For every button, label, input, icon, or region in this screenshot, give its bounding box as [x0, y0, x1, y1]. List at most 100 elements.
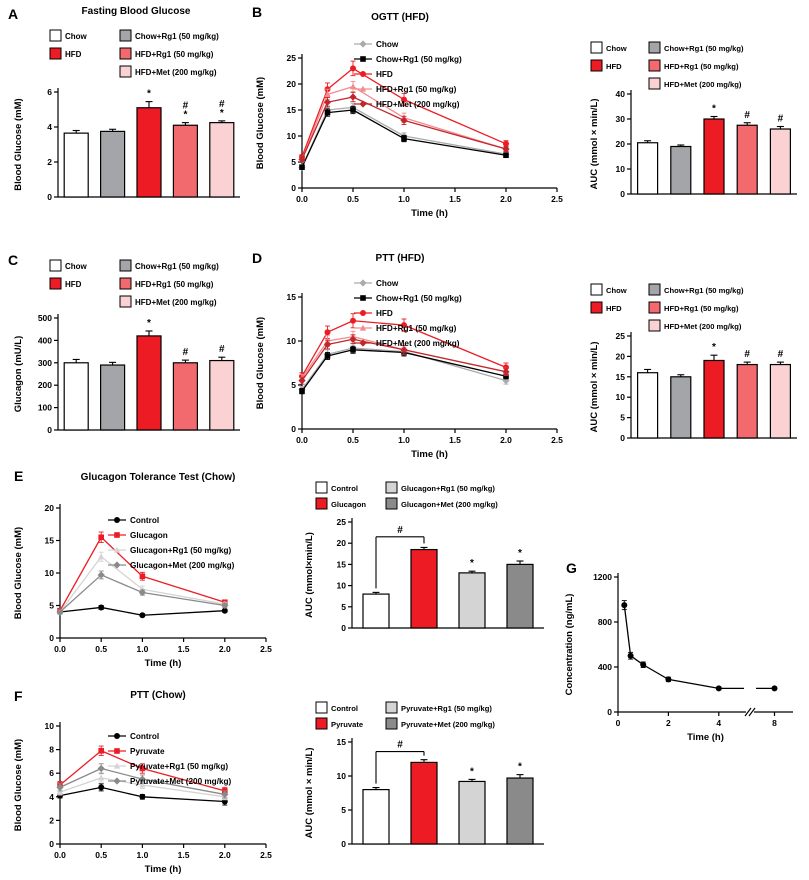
panel-letter-e: E — [14, 468, 24, 484]
svg-text:Glucagon Tolerance Test (Chow): Glucagon Tolerance Test (Chow) — [81, 472, 236, 483]
svg-text:HFD+Rg1 (50 mg/kg): HFD+Rg1 (50 mg/kg) — [135, 280, 214, 289]
svg-text:0: 0 — [47, 192, 52, 202]
svg-text:4: 4 — [47, 122, 52, 132]
svg-text:0.5: 0.5 — [95, 644, 107, 654]
svg-text:*: * — [183, 110, 187, 121]
chart-glucagon-tolerance-auc: Control Glucagon Glucagon+Rg1 (50 mg/kg) Gl… — [300, 470, 565, 665]
svg-text:0.0: 0.0 — [54, 850, 66, 860]
svg-text:10: 10 — [337, 771, 347, 781]
svg-text:2.0: 2.0 — [219, 644, 231, 654]
svg-text:10: 10 — [287, 336, 297, 346]
svg-text:4: 4 — [716, 718, 721, 728]
svg-text:#: # — [397, 525, 403, 536]
svg-text:OGTT (HFD): OGTT (HFD) — [371, 12, 429, 23]
svg-text:Blood Glucose (mM): Blood Glucose (mM) — [13, 527, 24, 619]
panel-letter-f: F — [14, 688, 23, 704]
svg-text:10: 10 — [616, 164, 626, 174]
svg-text:HFD+Rg1 (50 mg/kg): HFD+Rg1 (50 mg/kg) — [664, 304, 739, 313]
svg-text:10: 10 — [45, 568, 55, 578]
svg-text:HFD+Met (200 mg/kg): HFD+Met (200 mg/kg) — [376, 339, 460, 348]
chart-svg-E_line: Glucagon Tolerance Test (Chow) 0 5 10 15 20 0.… — [13, 472, 272, 669]
svg-text:2.5: 2.5 — [551, 194, 563, 204]
svg-text:2: 2 — [666, 718, 671, 728]
chart-svg-C: Chow HFD Chow+Rg1 (50 mg/kg) HFD+Rg1 (50 mg… — [13, 259, 240, 435]
svg-text:1.0: 1.0 — [398, 435, 410, 445]
svg-text:HFD+Rg1 (50 mg/kg): HFD+Rg1 (50 mg/kg) — [376, 85, 457, 94]
svg-text:0.5: 0.5 — [347, 194, 359, 204]
svg-text:0: 0 — [49, 839, 54, 849]
svg-text:4: 4 — [49, 792, 54, 802]
svg-text:AUC (mmol × min/L): AUC (mmol × min/L) — [589, 341, 600, 432]
svg-text:HFD+Met (200 mg/kg): HFD+Met (200 mg/kg) — [135, 298, 217, 307]
svg-text:15: 15 — [287, 292, 297, 302]
svg-text:200: 200 — [38, 380, 52, 390]
svg-text:5: 5 — [341, 602, 346, 612]
svg-text:Time (h): Time (h) — [145, 864, 182, 875]
svg-text:Chow: Chow — [606, 44, 627, 53]
svg-text:Glucagon+Met (200 mg/kg): Glucagon+Met (200 mg/kg) — [130, 561, 235, 570]
svg-text:Chow+Rg1 (50 mg/kg): Chow+Rg1 (50 mg/kg) — [376, 294, 462, 303]
svg-text:400: 400 — [38, 335, 52, 345]
svg-text:0: 0 — [291, 424, 296, 434]
panel-letter-d: D — [252, 250, 263, 266]
svg-text:Glucagon: Glucagon — [130, 531, 168, 540]
svg-text:*: * — [712, 342, 716, 353]
svg-text:#: # — [183, 101, 189, 112]
svg-text:1.5: 1.5 — [449, 435, 461, 445]
svg-text:Pyruvate+Met (200 mg/kg): Pyruvate+Met (200 mg/kg) — [130, 777, 232, 786]
svg-text:5: 5 — [620, 413, 625, 423]
svg-text:2: 2 — [47, 157, 52, 167]
svg-text:0: 0 — [607, 707, 612, 717]
svg-text:0: 0 — [341, 623, 346, 633]
chart-svg-D_auc: Chow HFD Chow+Rg1 (50 mg/kg) HFD+Rg1 (50 mg… — [589, 283, 797, 443]
svg-text:HFD+Rg1 (50 mg/kg): HFD+Rg1 (50 mg/kg) — [135, 50, 214, 59]
chart-ogtt-auc: Chow HFD Chow+Rg1 (50 mg/kg) HFD+Rg1 (50 mg… — [585, 14, 809, 219]
svg-text:#: # — [744, 349, 750, 360]
svg-text:PTT (Chow): PTT (Chow) — [130, 690, 186, 701]
svg-text:0: 0 — [616, 718, 621, 728]
svg-text:HFD: HFD — [376, 70, 393, 79]
svg-text:*: * — [518, 762, 522, 773]
svg-text:Chow: Chow — [65, 262, 88, 271]
svg-text:10: 10 — [616, 392, 626, 402]
svg-text:5: 5 — [291, 157, 296, 167]
svg-text:AUC (mmol × min/L): AUC (mmol × min/L) — [589, 98, 600, 189]
svg-text:300: 300 — [38, 358, 52, 368]
svg-text:Chow: Chow — [65, 32, 88, 41]
svg-text:#: # — [219, 99, 225, 110]
svg-text:8: 8 — [772, 718, 777, 728]
chart-ptt-hfd-auc: Chow HFD Chow+Rg1 (50 mg/kg) HFD+Rg1 (50 mg… — [585, 258, 809, 463]
svg-text:15: 15 — [337, 737, 347, 747]
svg-text:Glucagon: Glucagon — [331, 500, 366, 509]
svg-text:Blood Glucose (mM): Blood Glucose (mM) — [13, 739, 24, 831]
svg-text:Glucagon+Rg1 (50 mg/kg): Glucagon+Rg1 (50 mg/kg) — [401, 484, 495, 493]
svg-text:2.0: 2.0 — [219, 850, 231, 860]
svg-text:HFD+Met (200 mg/kg): HFD+Met (200 mg/kg) — [135, 68, 217, 77]
svg-text:10: 10 — [337, 581, 347, 591]
svg-text:Chow+Rg1 (50 mg/kg): Chow+Rg1 (50 mg/kg) — [135, 32, 219, 41]
svg-text:Glucagon (mU/L): Glucagon (mU/L) — [13, 336, 24, 413]
svg-text:Pyruvate+Rg1 (50 mg/kg): Pyruvate+Rg1 (50 mg/kg) — [401, 704, 492, 713]
svg-text:1200: 1200 — [593, 572, 612, 582]
svg-text:20: 20 — [287, 79, 297, 89]
chart-svg-E_auc: Control Glucagon Glucagon+Rg1 (50 mg/kg) Gl… — [304, 481, 544, 633]
svg-text:Fasting Blood Glucose: Fasting Blood Glucose — [82, 6, 191, 17]
svg-text:0.0: 0.0 — [54, 644, 66, 654]
svg-text:Chow+Rg1 (50 mg/kg): Chow+Rg1 (50 mg/kg) — [664, 286, 744, 295]
svg-text:Control: Control — [331, 704, 358, 713]
svg-text:HFD+Met (200 mg/kg): HFD+Met (200 mg/kg) — [376, 100, 460, 109]
svg-text:HFD+Met (200 mg/kg): HFD+Met (200 mg/kg) — [664, 80, 742, 89]
chart-glucagon-levels: Chow HFD Chow+Rg1 (50 mg/kg) HFD+Rg1 (50 mg… — [8, 248, 250, 468]
svg-text:25: 25 — [616, 331, 626, 341]
svg-text:*: * — [470, 766, 474, 777]
svg-text:6: 6 — [49, 768, 54, 778]
svg-text:#: # — [778, 114, 784, 125]
svg-text:#: # — [744, 110, 750, 121]
chart-fasting-blood-glucose: Fasting Blood Glucose Chow HFD Chow+Rg1 (50… — [8, 0, 250, 247]
svg-text:2: 2 — [49, 815, 54, 825]
chart-glucagon-tolerance-chow: Glucagon Tolerance Test (Chow) 0 5 10 15 20 0.… — [8, 462, 295, 689]
svg-text:HFD+Rg1 (50 mg/kg): HFD+Rg1 (50 mg/kg) — [664, 62, 739, 71]
svg-text:Blood Glucose (mM): Blood Glucose (mM) — [255, 317, 266, 409]
svg-text:2.5: 2.5 — [260, 850, 272, 860]
svg-text:800: 800 — [598, 617, 612, 627]
